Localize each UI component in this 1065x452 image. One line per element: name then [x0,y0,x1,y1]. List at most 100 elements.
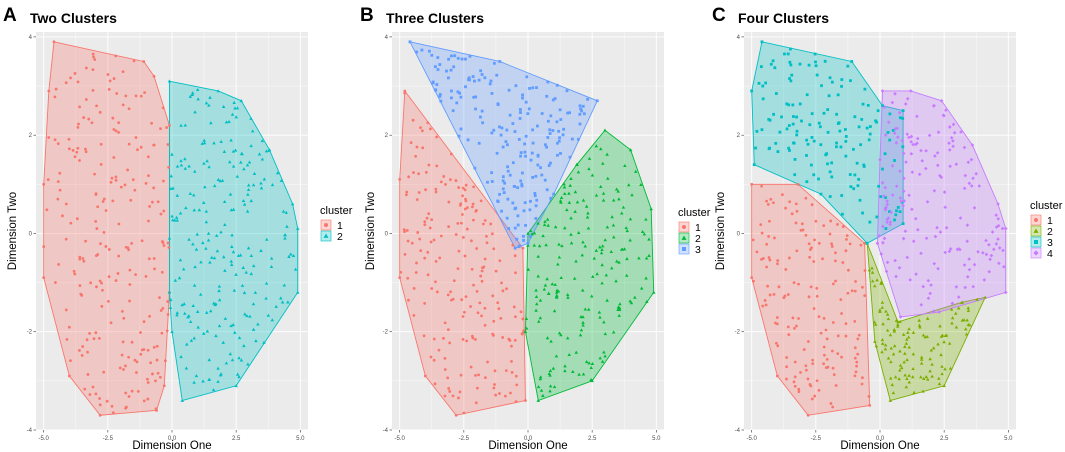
data-point [140,239,144,243]
data-point [963,285,968,290]
data-point [468,54,472,58]
data-point [104,209,108,212]
data-point [603,354,607,358]
data-point [269,256,274,260]
data-point [168,123,171,127]
legend-label: 2 [1047,226,1053,238]
data-point [879,280,884,284]
data-point [485,234,488,238]
data-point [880,350,884,354]
data-point [789,47,792,51]
data-point [845,234,849,237]
data-point [888,398,893,402]
data-point [826,162,829,166]
data-point [238,253,243,257]
data-point [293,267,298,271]
data-point [788,77,791,80]
data-point [981,250,985,255]
data-point [815,294,819,298]
data-point [968,323,972,327]
legend-label: 2 [695,233,701,245]
data-point [251,183,256,187]
data-point [534,294,539,299]
data-point [524,316,529,320]
data-point [196,97,200,101]
data-point [823,59,827,63]
data-point [771,59,775,63]
data-point [836,93,840,97]
data-point [559,195,564,199]
data-point [908,278,912,282]
data-point [232,100,236,104]
data-point [907,380,912,384]
cluster-4-hull [876,90,1007,318]
data-point [767,256,771,259]
x-tick-label: 0.0 [524,436,533,442]
data-point [132,59,136,63]
data-point [133,188,137,192]
data-point [223,268,227,272]
data-point [152,257,156,260]
data-point [229,262,234,266]
data-point [765,242,769,246]
data-point [962,145,967,150]
data-point [256,322,260,326]
data-point [100,281,103,285]
data-point [559,200,563,204]
data-point [439,99,443,103]
data-point [207,165,211,169]
data-point [822,111,826,115]
data-point [958,247,962,252]
data-point [797,282,800,286]
data-point [539,388,544,392]
data-point [403,253,407,256]
data-point [523,150,527,154]
data-point [121,70,125,73]
data-point [517,138,521,141]
data-point [472,95,476,99]
data-point [188,94,193,98]
data-point [937,382,942,386]
data-point [447,200,451,204]
data-point [927,133,932,138]
panel-c: C Four Clusters-5.0 -2.5 0.0 2.5 5.0-4-2024Di… [712,5,1063,452]
data-point [548,384,553,388]
data-point [852,147,855,151]
data-point [903,229,908,234]
legend-label: 1 [695,222,701,234]
data-point [853,115,857,119]
data-point [522,234,525,238]
data-point [546,136,550,139]
data-point [880,89,885,93]
data-point [535,302,539,306]
data-point [195,309,200,313]
y-tick-label: -4 [735,428,741,434]
legend-title: cluster [1030,200,1063,212]
data-point [881,224,885,229]
data-point [139,352,143,356]
data-point [538,377,543,381]
data-point [154,379,157,383]
data-point [897,377,901,381]
data-point [469,365,473,369]
data-point [860,117,864,121]
data-point [994,242,999,246]
data-point [625,229,629,233]
data-point [768,293,772,297]
data-point [834,259,837,263]
data-point [924,148,928,153]
data-point [179,355,183,359]
data-point [500,126,504,130]
data-point [765,199,769,203]
data-point [921,333,926,337]
data-point [649,207,653,211]
data-point [295,226,300,230]
data-point [426,121,430,125]
data-point [65,337,69,341]
data-point [786,52,790,56]
data-point [93,172,96,176]
x-tick-label: 5.0 [296,436,305,442]
data-point [644,256,649,260]
data-point [784,206,787,210]
grid [392,32,664,431]
